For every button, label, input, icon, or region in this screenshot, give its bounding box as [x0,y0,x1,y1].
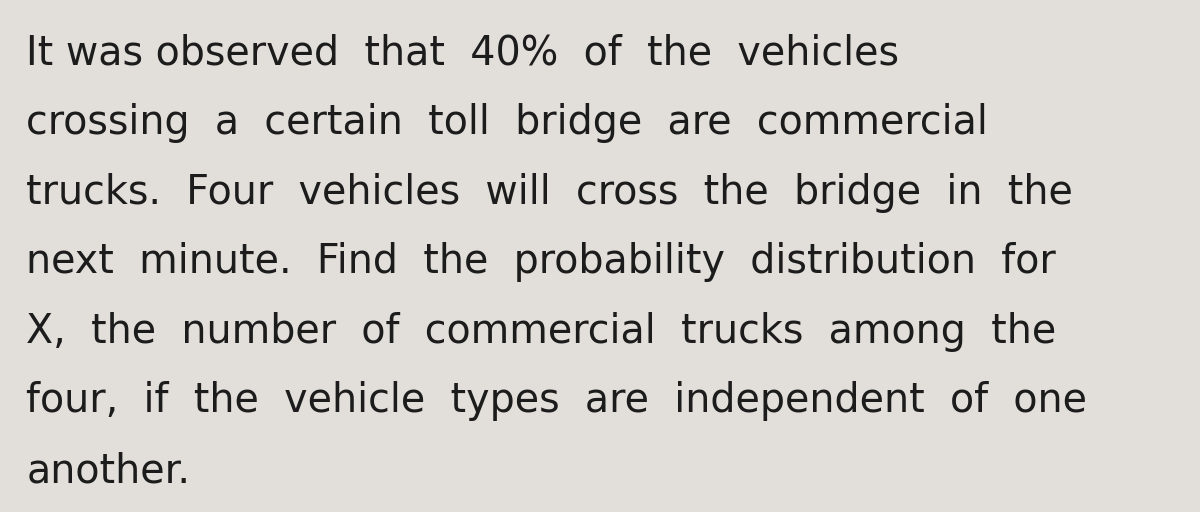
Text: It was observed  that  40%  of  the  vehicles: It was observed that 40% of the vehicles [26,33,900,73]
Text: next  minute.  Find  the  probability  distribution  for: next minute. Find the probability distri… [26,242,1056,282]
Text: X,  the  number  of  commercial  trucks  among  the: X, the number of commercial trucks among… [26,312,1057,352]
Text: trucks.  Four  vehicles  will  cross  the  bridge  in  the: trucks. Four vehicles will cross the bri… [26,173,1073,212]
Text: another.: another. [26,451,191,491]
Text: crossing  a  certain  toll  bridge  are  commercial: crossing a certain toll bridge are comme… [26,103,989,143]
Text: four,  if  the  vehicle  types  are  independent  of  one: four, if the vehicle types are independe… [26,381,1087,421]
